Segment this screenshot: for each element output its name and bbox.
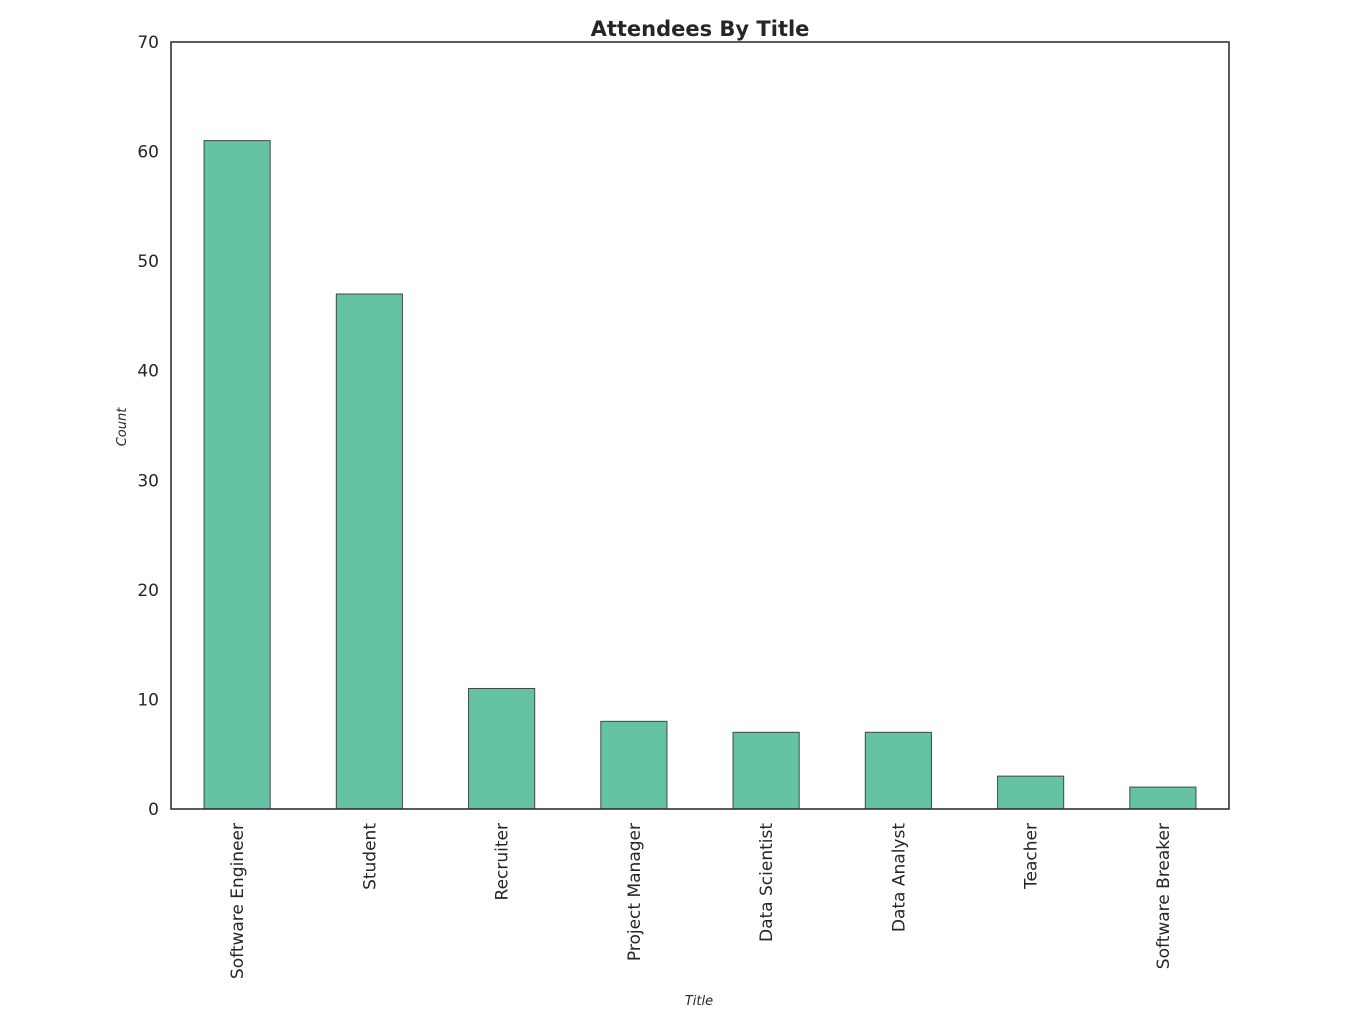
x-tick-label: Project Manager: [625, 823, 645, 961]
x-axis-ticks: Software Engineer Student Recruiter Project…: [228, 823, 1174, 979]
x-tick-label: Teacher: [1022, 823, 1042, 890]
bar: [335, 293, 403, 810]
y-axis-ticks: 0 10 20 30 40 50 60 70: [137, 33, 159, 820]
y-tick-label: 30: [137, 471, 159, 491]
x-tick-label: Software Engineer: [228, 823, 248, 979]
bar: [997, 775, 1065, 810]
y-tick-label: 50: [137, 252, 159, 272]
y-tick-label: 70: [137, 33, 159, 53]
bar: [600, 720, 668, 810]
bar: [468, 687, 536, 810]
y-tick-label: 40: [137, 362, 159, 382]
x-tick-label: Student: [360, 823, 380, 890]
chart-title: Attendees By Title: [591, 17, 810, 41]
y-tick-label: 0: [148, 800, 159, 820]
bars-group: [203, 140, 1197, 810]
bar: [864, 731, 932, 810]
y-tick-label: 60: [137, 143, 159, 163]
bar: [732, 731, 800, 810]
y-tick-label: 10: [137, 690, 159, 710]
bar: [203, 140, 271, 810]
x-tick-label: Software Breaker: [1154, 823, 1174, 969]
x-tick-label: Data Scientist: [757, 823, 777, 942]
x-tick-label: Recruiter: [493, 823, 513, 900]
bar: [1129, 786, 1197, 810]
x-axis-label: Title: [685, 994, 713, 1009]
x-tick-label: Data Analyst: [889, 823, 909, 932]
plot-frame: [170, 41, 1230, 810]
y-axis-label: Count: [115, 407, 130, 447]
y-tick-label: 20: [137, 581, 159, 601]
